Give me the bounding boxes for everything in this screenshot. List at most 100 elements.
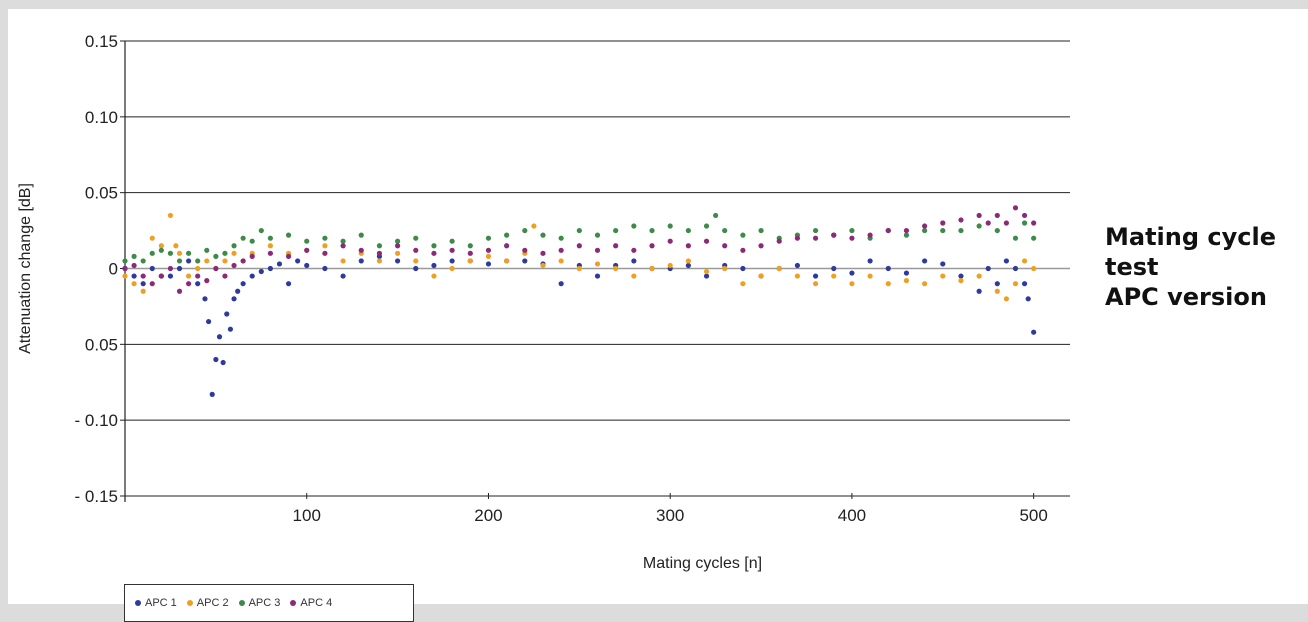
point-apc3-41 — [713, 212, 719, 219]
point-apc3-44 — [758, 227, 764, 234]
point-apc2-22 — [376, 258, 383, 264]
point-apc1-26 — [304, 262, 310, 269]
side-title: Mating cycle test APC version — [1105, 222, 1308, 312]
point-apc2-35 — [594, 261, 601, 267]
point-apc1-50 — [740, 265, 746, 272]
point-apc4-9 — [204, 278, 210, 284]
point-apc3-28 — [485, 235, 492, 241]
point-apc3-4 — [158, 247, 164, 253]
point-apc3-37 — [649, 227, 655, 234]
point-apc4-12 — [231, 262, 237, 269]
point-apc1-32 — [413, 265, 419, 272]
point-apc1-44 — [631, 258, 637, 264]
point-apc1-62 — [958, 273, 964, 279]
y-tick-label-4: 0.05 — [85, 335, 118, 354]
point-apc4-15 — [267, 250, 273, 256]
y-tick-labels: 0.15 0.10 0.05 0 0.05 - 0.10 - 0.15 — [75, 32, 118, 506]
point-apc4-56 — [994, 212, 1000, 219]
point-apc2-41 — [703, 268, 710, 275]
point-apc4-25 — [449, 247, 455, 253]
point-apc1-60 — [922, 258, 928, 264]
point-apc2-10 — [204, 258, 210, 264]
point-apc3-53 — [922, 227, 928, 234]
point-apc4-41 — [740, 247, 746, 253]
point-apc2-60 — [1021, 258, 1028, 264]
point-apc3-1 — [131, 253, 137, 259]
point-apc4-59 — [1021, 212, 1028, 219]
legend-marker-apc4 — [290, 600, 297, 606]
point-apc4-54 — [976, 212, 982, 219]
point-apc1-38 — [522, 258, 528, 264]
legend-item-apc4: APC 4 — [290, 597, 332, 609]
point-apc4-50 — [903, 227, 910, 234]
point-apc3-31 — [540, 232, 546, 238]
point-apc4-13 — [240, 258, 246, 264]
point-apc3-47 — [812, 227, 819, 234]
point-apc1-25 — [295, 258, 301, 264]
x-tick-labels: 100 200 300 400 500 — [293, 506, 1048, 525]
point-apc3-18 — [304, 238, 310, 244]
point-apc1-29 — [358, 258, 364, 264]
point-apc1-12 — [213, 356, 219, 363]
point-apc3-3 — [149, 250, 155, 256]
point-apc2-7 — [176, 250, 183, 256]
point-apc1-64 — [985, 265, 991, 272]
point-apc3-42 — [722, 227, 728, 234]
point-apc3-26 — [449, 238, 455, 244]
point-apc1-69 — [1025, 296, 1031, 302]
point-apc4-60 — [1031, 220, 1037, 226]
point-apc4-51 — [922, 223, 928, 229]
point-apc4-52 — [940, 220, 946, 226]
point-apc1-65 — [994, 281, 1000, 287]
point-apc1-1 — [131, 273, 137, 279]
legend-item-apc2: APC 2 — [186, 597, 229, 609]
point-apc3-24 — [413, 235, 419, 241]
point-apc4-0 — [122, 265, 128, 272]
legend-marker-apc3 — [238, 600, 245, 606]
point-apc2-6 — [173, 243, 179, 249]
point-apc4-55 — [985, 220, 991, 226]
point-apc1-6 — [176, 265, 183, 272]
point-apc4-43 — [776, 238, 782, 244]
point-apc3-0 — [122, 258, 128, 264]
point-apc4-37 — [667, 238, 673, 244]
point-apc4-19 — [340, 243, 346, 249]
point-apc3-59 — [1021, 220, 1028, 226]
point-apc2-0 — [122, 273, 128, 279]
point-apc4-42 — [758, 243, 764, 249]
point-apc3-9 — [204, 247, 210, 253]
point-apc2-52 — [903, 278, 910, 284]
point-apc3-5 — [167, 250, 174, 256]
point-apc4-28 — [504, 243, 510, 249]
point-apc2-31 — [531, 223, 537, 229]
point-apc4-2 — [140, 273, 146, 279]
point-apc4-36 — [649, 243, 655, 249]
point-apc4-32 — [576, 243, 582, 249]
point-apc3-8 — [195, 258, 201, 264]
point-apc3-36 — [631, 223, 637, 229]
point-apc1-19 — [240, 281, 246, 287]
point-apc4-3 — [149, 281, 155, 287]
point-apc3-20 — [340, 238, 346, 244]
point-apc2-33 — [558, 258, 564, 264]
point-apc1-8 — [195, 281, 201, 287]
point-apc1-61 — [940, 261, 946, 267]
point-apc1-47 — [685, 262, 691, 269]
point-apc4-31 — [558, 247, 564, 253]
point-apc2-53 — [922, 281, 928, 287]
point-apc2-59 — [1012, 281, 1019, 287]
point-apc1-14 — [220, 359, 226, 366]
y-tick-label-5: - 0.10 — [75, 411, 118, 430]
point-apc4-1 — [131, 262, 137, 269]
point-apc1-63 — [976, 288, 982, 294]
point-apc2-36 — [613, 265, 619, 272]
point-apc3-32 — [558, 235, 564, 241]
point-apc4-34 — [613, 243, 619, 249]
point-apc3-56 — [976, 223, 982, 229]
point-apc1-11 — [209, 391, 215, 397]
point-apc3-2 — [140, 258, 146, 264]
point-apc2-1 — [131, 281, 137, 287]
point-apc3-54 — [940, 227, 946, 234]
point-apc4-33 — [594, 247, 601, 253]
point-apc2-40 — [685, 258, 691, 264]
